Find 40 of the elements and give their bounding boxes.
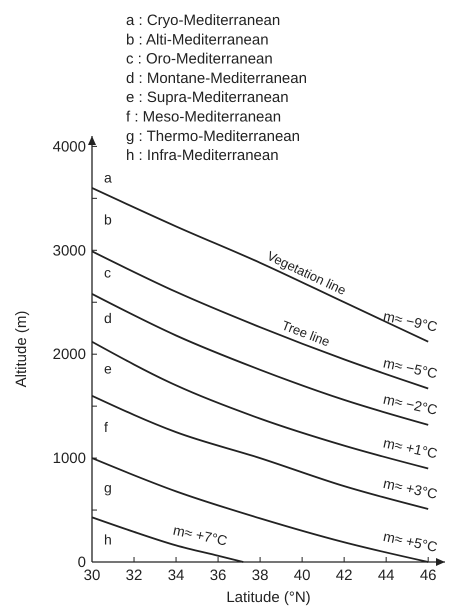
annotation: m≈ +7°C <box>172 522 229 549</box>
annotation: m≈ −2°C <box>382 390 439 418</box>
text: b : Alti-Mediterranean <box>126 31 269 48</box>
x-tick-label: 34 <box>168 567 184 584</box>
x-tick-label: 42 <box>336 567 352 584</box>
text: e : Supra-Mediterranean <box>126 89 289 106</box>
text: d : Montane-Mediterranean <box>126 70 307 87</box>
annotation: h : Infra-Mediterranean <box>126 147 279 164</box>
annotation: h <box>104 532 112 548</box>
annotation: m≈ +1°C <box>382 434 439 462</box>
y-tick-label: 3000 <box>52 242 86 260</box>
text: c : Oro-Mediterranean <box>126 50 273 68</box>
annotation: m≈ −5°C <box>382 354 439 382</box>
annotation: d <box>104 310 112 326</box>
annotation: c <box>104 264 111 281</box>
annotation: g : Thermo-Mediterranean <box>126 128 300 145</box>
text: a : Cryo-Mediterranean <box>126 12 280 29</box>
annotation: b <box>104 212 112 228</box>
x-tick-label: 36 <box>210 567 226 584</box>
annotation: m≈ +3°C <box>382 474 439 502</box>
x-tick-label: 44 <box>378 567 395 584</box>
y-tick-label: 4000 <box>52 138 86 156</box>
text: f : Meso-Mediterranean <box>126 108 282 126</box>
x-tick-label: 38 <box>252 567 268 584</box>
y-tick-label: 0 <box>78 554 86 571</box>
annotation: e <box>104 360 112 377</box>
annotation: f <box>104 418 108 435</box>
x-axis-title: Latitude (°N) <box>226 589 311 606</box>
x-tick-label: 40 <box>294 567 310 584</box>
x-tick-label: 46 <box>420 567 437 584</box>
annotation: g <box>104 480 112 496</box>
y-axis-title: Altitude (m) <box>13 310 30 388</box>
annotation: a <box>104 170 112 186</box>
x-tick-label: 30 <box>84 567 100 584</box>
annotation: m≈ +5°C <box>382 528 439 555</box>
y-tick-label: 2000 <box>52 346 86 364</box>
y-tick-label: 1000 <box>52 450 86 468</box>
text: Tree line <box>280 318 332 350</box>
annotation: m≈ −9°C <box>382 308 439 335</box>
x-tick-label: 32 <box>126 567 142 584</box>
